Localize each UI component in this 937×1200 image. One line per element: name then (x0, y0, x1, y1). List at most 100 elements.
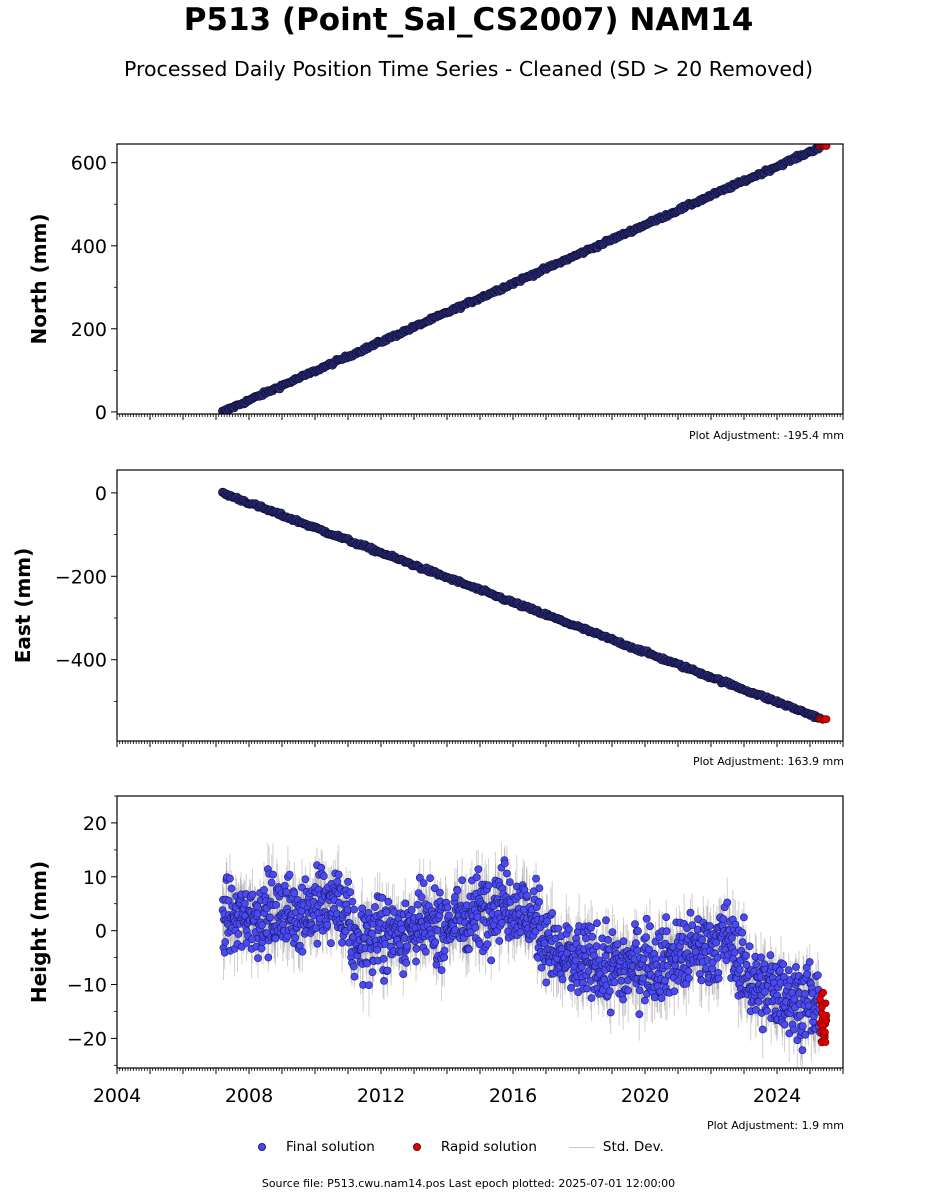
final-solution-point (587, 994, 596, 1002)
final-solution-point (453, 886, 462, 895)
final-solution-point (225, 874, 234, 883)
final-solution-point (757, 953, 765, 962)
y-tick-label: 200 (71, 319, 107, 341)
rapid-solution-point (822, 715, 831, 723)
final-solution-point (558, 975, 567, 984)
chart-subtitle: Processed Daily Position Time Series - C… (124, 57, 813, 81)
final-solution-point (537, 963, 546, 972)
final-solution-point (633, 946, 642, 955)
final-solution-point (285, 870, 294, 879)
final-solution-point (338, 938, 346, 947)
chart-title: P513 (Point_Sal_CS2007) NAM14 (183, 2, 754, 38)
final-solution-point (444, 911, 453, 920)
final-solution-point (760, 987, 769, 996)
final-solution-point (714, 974, 723, 983)
final-solution-point (313, 939, 322, 948)
east-panel: 0 −200 −400 East (mm) (11, 469, 844, 747)
final-solution-point (248, 935, 256, 944)
final-solution-point (365, 981, 373, 989)
final-solution-point (662, 913, 671, 921)
final-solution-point (266, 913, 274, 922)
rapid-solution-point (818, 1003, 826, 1011)
final-solution-point (779, 960, 788, 969)
final-solution-point (804, 1001, 813, 1010)
final-solution-point (803, 970, 811, 979)
east-y-axis-label: East (mm) (11, 548, 35, 664)
final-solution-point (462, 901, 471, 910)
final-solution-point (642, 933, 650, 941)
final-solution-point (642, 914, 651, 923)
final-solution-point (348, 897, 357, 906)
final-solution-point (587, 923, 595, 932)
final-solution-point (740, 913, 748, 922)
final-solution-point (267, 878, 276, 887)
final-solution-point (805, 958, 814, 966)
final-solution-point (301, 875, 310, 884)
final-solution-point (619, 995, 627, 1004)
final-solution-point (341, 927, 350, 936)
final-solution-point (497, 919, 506, 927)
final-solution-point (227, 884, 236, 893)
final-solution-point (731, 920, 740, 929)
final-solution-point (395, 940, 404, 949)
final-solution-point (234, 930, 243, 938)
rapid-solution-point (819, 988, 827, 997)
final-solution-point (567, 984, 575, 992)
y-tick-label: −20 (67, 1028, 107, 1050)
final-solution-point (763, 1007, 771, 1015)
final-solution-point (631, 920, 639, 929)
final-solution-point (473, 913, 482, 921)
final-solution-point (730, 948, 739, 957)
final-solution-point (421, 947, 430, 956)
final-solution-point (798, 1022, 807, 1030)
final-solution-point (269, 870, 277, 879)
x-tick-label: 2020 (621, 1085, 669, 1107)
legend-item-std: Std. Dev. (567, 1138, 664, 1156)
final-solution-point (379, 955, 388, 963)
final-solution-point (474, 865, 483, 874)
final-solution-point (535, 884, 544, 892)
final-solution-point (543, 917, 551, 925)
final-solution-point (602, 916, 610, 925)
y-tick-label: 400 (71, 236, 107, 258)
final-solution-point (464, 945, 473, 954)
final-solution-point (801, 989, 809, 998)
final-solution-point (384, 897, 393, 906)
final-solution-point (698, 935, 706, 944)
final-solution-point (662, 927, 671, 936)
y-tick-label: 600 (71, 153, 107, 175)
y-tick-label: −200 (55, 566, 107, 588)
final-solution-point (500, 859, 509, 868)
final-solution-point (571, 956, 580, 965)
final-solution-point (766, 951, 775, 959)
rapid-solution-point (821, 1028, 829, 1037)
final-solution-point (248, 890, 257, 899)
final-solution-point (333, 877, 342, 886)
final-solution-point (412, 944, 421, 953)
final-solution-point (291, 933, 300, 942)
final-solution-point (383, 966, 392, 975)
legend: Final solution Rapid solution Std. Dev. (250, 1137, 694, 1157)
final-solution-point (327, 939, 335, 948)
final-solution-point (583, 984, 592, 993)
final-solution-point (639, 974, 647, 983)
final-solution-point (784, 966, 793, 975)
height-y-axis-label: Height (mm) (27, 861, 51, 1003)
y-tick-label: 0 (95, 921, 107, 943)
rapid-solution-point (820, 1013, 829, 1021)
final-solution-point (697, 976, 706, 985)
final-solution-point (705, 922, 714, 930)
final-solution-point (483, 940, 492, 948)
final-solution-point (371, 903, 379, 911)
final-solution-point (738, 938, 747, 946)
final-solution-point (417, 893, 426, 901)
north-y-axis-label: North (mm) (27, 213, 51, 344)
final-solution-point (323, 920, 332, 929)
source-footer: Source file: P513.cwu.nam14.pos Last epo… (261, 1177, 676, 1190)
final-solution-point (458, 876, 466, 885)
final-solution-point (435, 888, 444, 897)
y-tick-label: 0 (95, 483, 107, 505)
legend-label-rapid: Rapid solution (440, 1139, 537, 1155)
final-solution-point (684, 967, 693, 976)
final-solution-point (358, 904, 367, 913)
